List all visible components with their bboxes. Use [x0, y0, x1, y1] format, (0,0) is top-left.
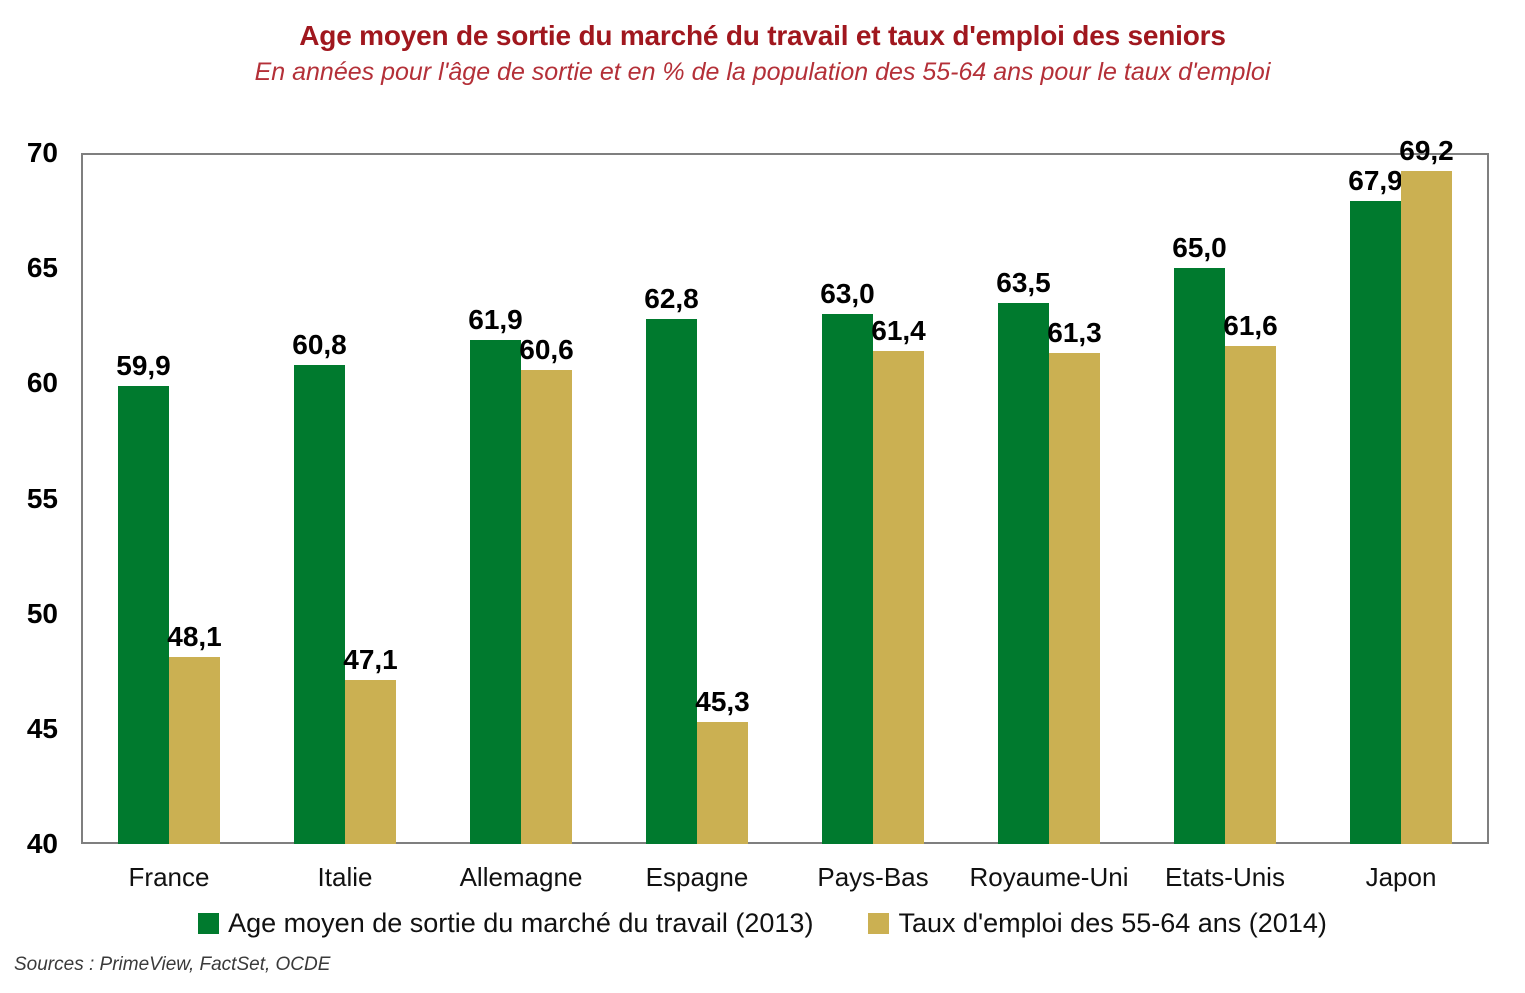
x-axis-label: Italie — [317, 862, 373, 892]
bar-taux-japon — [1401, 171, 1452, 844]
value-label: 63,0 — [820, 278, 875, 310]
legend-item: Taux d'emploi des 55-64 ans (2014) — [868, 908, 1327, 939]
y-tick-label: 50 — [26, 597, 58, 629]
bar-taux-pays-bas — [873, 351, 924, 844]
y-tick-label: 60 — [26, 367, 58, 399]
bar-taux-etats-unis — [1225, 346, 1276, 844]
value-label: 48,1 — [167, 621, 222, 653]
y-tick-label: 70 — [26, 137, 58, 168]
value-label: 61,9 — [468, 303, 523, 335]
legend-swatch-gold — [868, 913, 890, 934]
value-label: 45,3 — [695, 685, 750, 717]
value-label: 61,4 — [871, 315, 926, 347]
bar-age-pays-bas — [822, 314, 873, 844]
legend-item: Age moyen de sortie du marché du travail… — [198, 908, 813, 939]
y-tick-label: 40 — [26, 828, 58, 859]
bar-taux-espagne — [697, 721, 748, 844]
value-label: 61,6 — [1223, 310, 1278, 342]
bar-age-japon — [1350, 201, 1401, 844]
value-label: 67,9 — [1348, 165, 1403, 197]
x-axis-label: Pays-Bas — [817, 862, 929, 892]
x-axis-label: France — [128, 862, 210, 892]
value-label: 62,8 — [644, 282, 699, 314]
value-label: 47,1 — [343, 644, 398, 676]
chart-subtitle: En années pour l'âge de sortie et en % d… — [254, 58, 1271, 86]
y-tick-label: 65 — [26, 252, 58, 284]
bar-taux-royaume-uni — [1049, 353, 1100, 844]
value-label: 60,6 — [519, 333, 574, 365]
x-axis-label: Japon — [1365, 862, 1437, 892]
value-label: 69,2 — [1399, 135, 1454, 167]
legend-label: Age moyen de sortie du marché du travail… — [228, 908, 814, 938]
bar-taux-italie — [345, 680, 396, 844]
bar-age-italie — [294, 364, 345, 844]
value-label: 63,5 — [996, 266, 1051, 298]
bar-age-etats-unis — [1174, 268, 1225, 844]
value-label: 61,3 — [1047, 317, 1102, 349]
sources-note: Sources : PrimeView, FactSet, OCDE — [14, 954, 331, 975]
y-tick-label: 55 — [26, 482, 58, 514]
value-label: 59,9 — [116, 349, 171, 381]
bar-taux-france — [169, 657, 220, 844]
value-label: 60,8 — [292, 328, 347, 360]
y-tick-label: 45 — [26, 712, 58, 744]
x-axis-label: Etats-Unis — [1165, 862, 1285, 892]
bar-age-espagne — [646, 318, 697, 844]
value-label: 65,0 — [1172, 232, 1227, 264]
x-axis-label: Royaume-Uni — [969, 862, 1129, 892]
bar-age-royaume-uni — [998, 302, 1049, 844]
bar-age-france — [118, 385, 169, 844]
legend-label: Taux d'emploi des 55-64 ans (2014) — [898, 908, 1327, 938]
legend: Age moyen de sortie du marché du travail… — [0, 908, 1525, 939]
x-axis-label: Allemagne — [459, 862, 583, 892]
plot-frame — [81, 153, 1489, 844]
bar-age-allemagne — [470, 339, 521, 844]
chart-title: Age moyen de sortie du marché du travail… — [299, 20, 1226, 51]
legend-swatch-green — [198, 913, 220, 934]
bar-taux-allemagne — [521, 369, 572, 844]
x-axis-label: Espagne — [645, 862, 749, 892]
